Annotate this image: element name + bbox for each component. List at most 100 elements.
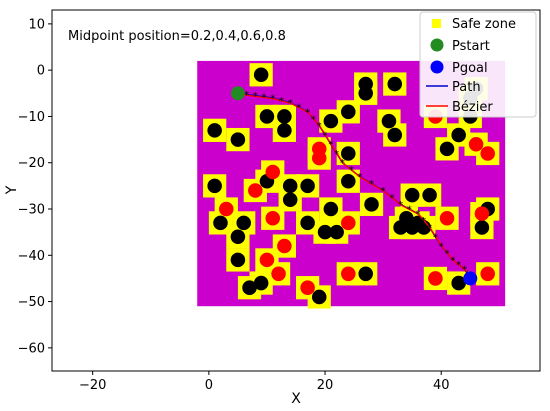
obstacle-black	[341, 173, 356, 189]
obstacle-black	[282, 192, 298, 208]
obstacle-black	[277, 123, 292, 138]
x-tick-label: −20	[79, 378, 106, 393]
legend-pstart-swatch	[430, 38, 444, 52]
obstacle-black	[341, 146, 356, 161]
path-marker: *	[262, 92, 267, 103]
obstacle-black	[364, 197, 379, 212]
x-tick-label: 40	[433, 378, 450, 393]
legend: Safe zone Pstart Pgoal Path Bézier	[419, 11, 537, 118]
path-marker: *	[323, 130, 328, 141]
bezier-curve	[238, 93, 472, 280]
legend-safe-zone-label: Safe zone	[452, 17, 516, 32]
path-marker: *	[416, 209, 421, 220]
path-marker: *	[398, 200, 403, 211]
path-marker: *	[305, 107, 310, 118]
annotation-text: Midpoint position=0.2,0.4,0.6,0.8	[68, 29, 286, 44]
path-marker: *	[317, 121, 322, 132]
y-tick-label: −20	[18, 156, 45, 171]
path-marker: *	[369, 179, 374, 190]
obstacle-black	[451, 275, 466, 291]
obstacle-black	[381, 113, 397, 129]
obstacle-black	[404, 187, 420, 203]
obstacle-black	[253, 275, 269, 291]
obstacle-black	[329, 224, 344, 240]
obstacle-black	[230, 252, 246, 268]
obstacle-black	[317, 224, 333, 240]
obstacle-black	[341, 104, 356, 120]
obstacle-red	[480, 266, 495, 282]
obstacle-red	[271, 266, 286, 282]
legend-pgoal-swatch	[430, 60, 444, 74]
obstacle-black	[323, 113, 339, 129]
obstacle-black	[358, 266, 373, 282]
path-marker: *	[433, 232, 438, 243]
y-tick-label: −30	[18, 203, 45, 218]
obstacle-black	[358, 86, 373, 101]
obstacle-black	[230, 229, 246, 245]
obstacle-black	[300, 178, 315, 194]
path-marker: *	[450, 255, 455, 266]
legend-path-label: Path	[452, 80, 481, 95]
path-marker: *	[340, 158, 345, 169]
line-layer: ********************************	[235, 89, 472, 280]
obstacle-black	[422, 187, 437, 203]
obstacle-black	[259, 109, 275, 124]
obstacle-black	[311, 289, 327, 305]
path-marker: *	[456, 260, 461, 271]
y-axis-label: Y	[4, 185, 20, 195]
obstacle-red	[248, 183, 263, 198]
obstacle-black	[282, 178, 298, 194]
path-marker: *	[279, 96, 284, 107]
pgoal-point	[463, 271, 478, 286]
obstacle-black	[236, 215, 251, 231]
path-marker: *	[349, 165, 354, 176]
axes-layer: −200204060100−10−20−30−40−50−60	[18, 17, 550, 393]
obstacle-black	[323, 201, 339, 217]
obstacle-red	[259, 252, 275, 268]
obstacle-black	[387, 127, 403, 143]
obstacle-black	[474, 220, 490, 235]
path-marker: *	[288, 98, 293, 109]
path-marker: *	[389, 193, 394, 204]
path-marker: *	[296, 103, 301, 114]
path-marker: *	[439, 242, 444, 253]
obstacle-red	[341, 266, 356, 282]
x-tick-label: 20	[317, 378, 334, 393]
path-marker: *	[270, 93, 275, 104]
obstacle-black	[242, 280, 257, 295]
y-tick-label: −60	[18, 341, 45, 356]
x-tick-label: 0	[205, 378, 213, 393]
obstacle-red	[277, 238, 292, 254]
obstacle-black	[300, 215, 315, 231]
obstacle-red	[300, 280, 315, 295]
y-tick-label: 10	[28, 17, 45, 32]
path-marker: *	[244, 90, 249, 101]
obstacle-red	[439, 211, 455, 226]
y-tick-label: −10	[18, 110, 45, 125]
obstacle-black	[387, 76, 403, 92]
x-axis-label: X	[291, 391, 301, 407]
obstacle-red	[480, 146, 495, 161]
legend-box	[419, 11, 537, 118]
obstacle-black	[213, 215, 228, 231]
obstacle-red	[341, 215, 356, 231]
path-marker: *	[357, 172, 362, 183]
path-marker: *	[445, 248, 450, 259]
path-marker: *	[253, 91, 258, 102]
obstacle-red	[311, 150, 327, 166]
legend-bezier-label: Bézier	[452, 100, 493, 115]
legend-safe-zone-swatch	[432, 19, 441, 28]
pstart-point	[230, 86, 245, 101]
path-marker: *	[462, 265, 467, 276]
obstacle-black	[439, 141, 455, 157]
path-marker: *	[421, 216, 426, 227]
obstacle-red	[219, 201, 234, 217]
path-marker: *	[381, 186, 386, 197]
endpoint-layer	[230, 86, 478, 286]
path-marker: *	[407, 205, 412, 216]
path-marker: *	[328, 140, 333, 151]
obstacle-black	[451, 127, 466, 143]
obstacle-red	[265, 211, 281, 226]
obstacle-red	[428, 271, 443, 286]
